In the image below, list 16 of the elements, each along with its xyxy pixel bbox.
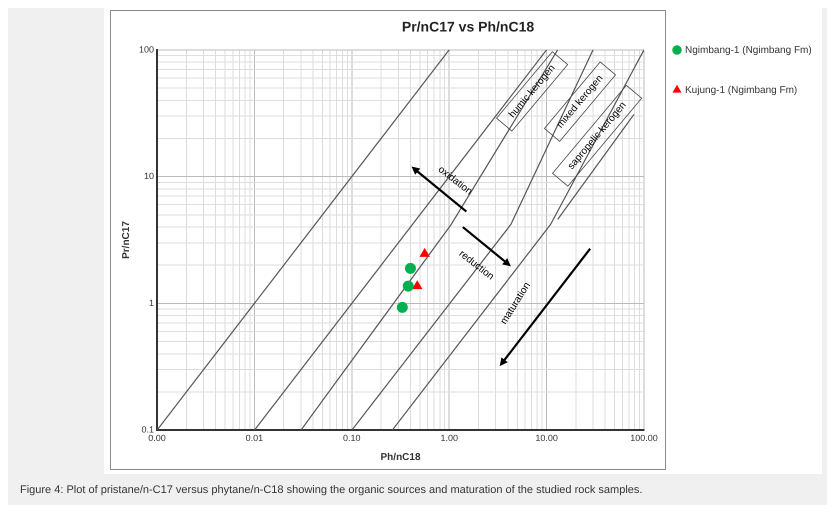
legend-label: Ngimbang-1 (Ngimbang Fm) — [685, 44, 812, 56]
y-tick-label: 10 — [144, 171, 154, 182]
caption: Figure 4: Plot of pristane/n-C17 versus phytane/n-C18 showing the organic sources and maturation of the studied rock samples. — [20, 484, 642, 496]
legend-label: Kujung-1 (Ngimbang Fm) — [685, 84, 798, 96]
x-axis-title: Ph/nC18 — [380, 452, 421, 463]
x-tick-label: 100.00 — [630, 433, 658, 444]
y-tick-label: 0.1 — [142, 424, 154, 435]
y-axis-title: Pr/nC17 — [120, 220, 132, 259]
x-tick-label: 0.00 — [148, 433, 166, 444]
x-tick-label: 0.10 — [343, 433, 361, 444]
x-tick-label: 10.00 — [535, 433, 558, 444]
chart-title: Pr/nC17 vs Ph/nC18 — [402, 18, 534, 34]
x-tick-label: 1.00 — [440, 433, 458, 444]
x-tick-label: 0.01 — [246, 433, 264, 444]
y-tick-label: 1 — [149, 298, 154, 308]
y-tick-label: 100 — [138, 44, 154, 54]
